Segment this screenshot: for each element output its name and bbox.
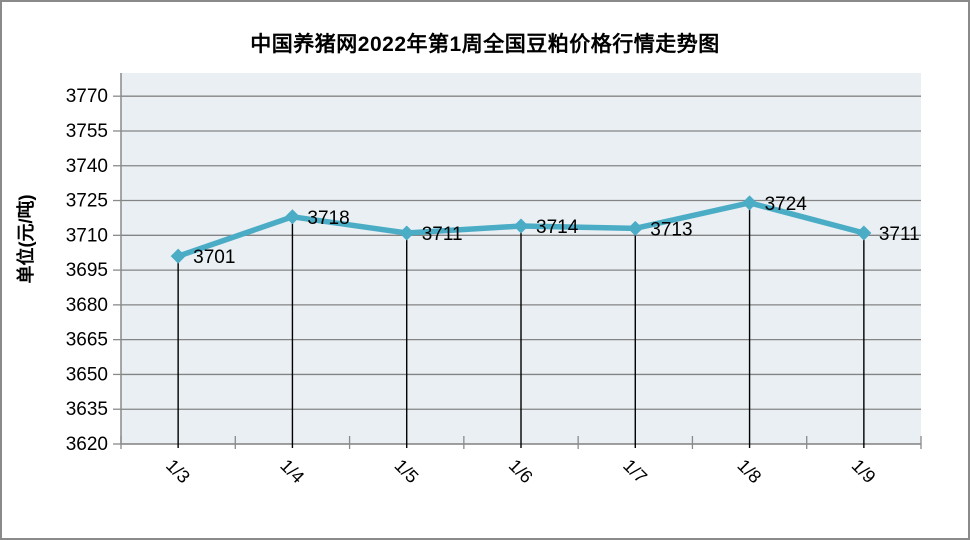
y-tick-label: 3770	[66, 86, 108, 107]
data-point-marker	[170, 248, 186, 264]
x-tick-label: 1/6	[505, 455, 537, 487]
data-point-marker	[284, 209, 300, 225]
x-tick-label: 1/9	[848, 455, 880, 487]
y-tick-label: 3710	[66, 225, 108, 246]
data-point-marker	[742, 195, 758, 211]
y-tick-label: 3755	[66, 121, 108, 142]
data-point-label: 3711	[879, 224, 920, 245]
y-tick-label: 3695	[66, 260, 108, 281]
data-point-marker	[399, 225, 415, 241]
data-point-label: 3713	[650, 219, 692, 240]
y-tick-label: 3620	[66, 434, 108, 455]
y-axis-title: 单位(元/吨)	[16, 194, 36, 284]
data-point-marker	[856, 225, 872, 241]
x-tick-label: 1/8	[733, 455, 765, 487]
data-point-label: 3711	[422, 224, 463, 245]
y-tick-label: 3665	[66, 330, 108, 351]
data-point-label: 3718	[307, 208, 349, 229]
x-tick-label: 1/3	[162, 455, 194, 487]
data-point-label: 3714	[536, 217, 579, 238]
data-point-marker	[513, 218, 529, 234]
y-tick-label: 3680	[66, 295, 108, 316]
chart-title: 中国养猪网2022年第1周全国豆粕价格行情走势图	[250, 33, 720, 56]
data-point-marker	[627, 220, 643, 236]
y-tick-label: 3725	[66, 191, 108, 212]
y-tick-label: 3740	[66, 156, 108, 177]
x-tick-label: 1/5	[391, 455, 423, 487]
y-tick-label: 3650	[66, 364, 108, 385]
y-tick-label: 3635	[66, 399, 108, 420]
x-tick-label: 1/4	[276, 455, 308, 487]
data-point-label: 3724	[765, 194, 808, 215]
data-point-label: 3701	[193, 247, 235, 268]
x-tick-label: 1/7	[619, 455, 651, 487]
